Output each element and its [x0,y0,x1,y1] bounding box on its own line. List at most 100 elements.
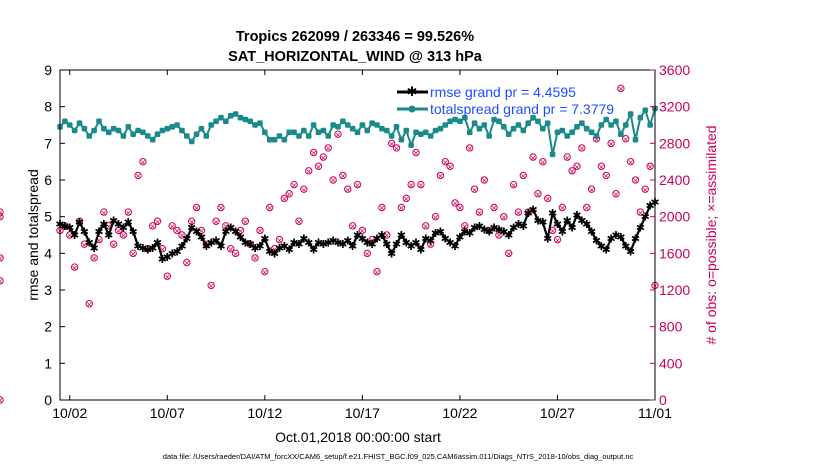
rmse-point: ✱ [426,235,435,248]
rmse-point: ✱ [533,214,542,227]
obs-assimilated-point: × [505,250,512,259]
obs-possible-point [187,217,196,225]
obs-assimilated-point: × [388,140,395,149]
obs-possible-point [558,203,567,212]
totalspread-point [237,114,244,121]
rmse-point: ✱ [138,242,147,255]
rmse-point: ✱ [494,224,503,237]
y-left-tick-label: 3 [44,282,52,298]
obs-assimilated-point: × [91,254,98,263]
y-left-tick-label: 6 [44,172,52,188]
x-axis-label: Oct.01,2018 00:00:00 start [275,429,441,445]
obs-assimilated-point: × [364,250,371,259]
obs-assimilated-point: × [574,162,581,171]
obs-assimilated-point: × [101,208,108,217]
obs-possible-point [509,180,518,189]
x-tick-label: 10/02 [52,405,87,421]
obs-possible-point [129,249,137,258]
obs-possible-point [119,231,128,239]
rmse-point: ✱ [177,240,186,253]
rmse-point: ✱ [246,238,255,251]
obs-possible-point [383,231,391,239]
obs-possible-point [261,267,269,276]
rmse-point: ✱ [402,236,411,249]
totalspread-point [349,125,356,132]
obs-assimilated-point: × [408,181,415,190]
obs-possible-point [504,249,513,258]
obs-assimilated-point: × [354,181,361,190]
obs-possible-point [622,135,630,143]
totalspread-point [515,122,522,128]
obs-possible-point [226,245,235,253]
obs-possible-point [173,226,181,235]
totalspread-point [164,125,171,132]
totalspread-point [427,133,434,139]
obs-possible-point [358,226,367,235]
rmse-point: ✱ [153,236,162,249]
totalspread-point [457,118,463,125]
obs-possible-point [324,144,332,152]
obs-assimilated-point: × [374,268,381,277]
obs-assimilated-point: × [140,158,147,167]
y-axis-right: 0 400 800 1200 1600 2000 2400 2800 3200 3600 [650,62,690,408]
obs-possible-point [290,180,298,189]
rmse-point: ✱ [133,240,142,253]
obs-assimilated-point: × [457,204,464,213]
legend-rmse-label: rmse grand pr = 4.4595 [430,84,576,100]
x-tick-label: 10/12 [247,405,282,421]
obs-assimilated-point: × [398,204,405,213]
obs-possible-point [553,235,562,244]
totalspread-point [223,118,229,125]
y-right-tick-label: 2400 [659,172,690,188]
rmse-point: ✱ [450,240,459,253]
rmse-point: ✱ [592,235,601,248]
obs-possible-point [0,277,4,285]
x-tick-label: 10/07 [150,405,185,421]
obs-possible-point [397,203,406,212]
totalspread-point [398,136,405,143]
obs-assimilated-point: × [569,167,576,176]
obs-possible-point [153,217,162,225]
rmse-point: ✱ [294,238,303,251]
totalspread-point [496,118,502,125]
obs-possible-point [339,171,347,180]
obs-possible-point [0,208,4,216]
obs-assimilated-point: × [242,217,249,226]
totalspread-point [203,133,210,139]
rmse-point: ✱ [416,244,425,257]
totalspread-point [301,127,307,134]
rmse-point: ✱ [387,247,396,260]
totalspread-point [579,120,585,126]
totalspread-point [613,118,619,125]
obs-assimilated-point: × [613,190,620,199]
rmse-point: ✱ [231,225,240,238]
y-right-tick-label: 3600 [659,62,690,78]
rmse-point: ✱ [94,225,103,238]
obs-possible-point [314,162,323,170]
rmse-point: ✱ [70,229,79,242]
obs-possible-point [500,212,508,221]
y-left-tick-label: 0 [44,392,52,408]
totalspread-point [218,114,224,121]
obs-possible-point [519,171,528,180]
obs-assimilated-point: × [422,222,429,231]
obs-assimilated-point: × [618,85,625,94]
obs-assimilated-point: × [0,213,3,222]
totalspread-point [383,127,390,134]
totalspread-point [135,127,141,134]
obs-assimilated-point: × [335,130,342,139]
totalspread-point [388,133,395,139]
totalspread-point [66,122,73,128]
rmse-point: ✱ [163,251,172,264]
rmse-point: ✱ [280,240,289,253]
totalspread-point [422,129,429,136]
rmse-point: ✱ [148,242,157,255]
obs-assimilated-point: × [169,222,176,231]
obs-assimilated-point: × [481,176,488,185]
obs-possible-point [207,281,215,290]
obs-assimilated-point: × [320,153,327,162]
totalspread-point [86,133,93,139]
totalspread-point [369,120,375,126]
series-layer: ××××××××××××××××××××××××××××××××××××××××… [0,85,660,405]
